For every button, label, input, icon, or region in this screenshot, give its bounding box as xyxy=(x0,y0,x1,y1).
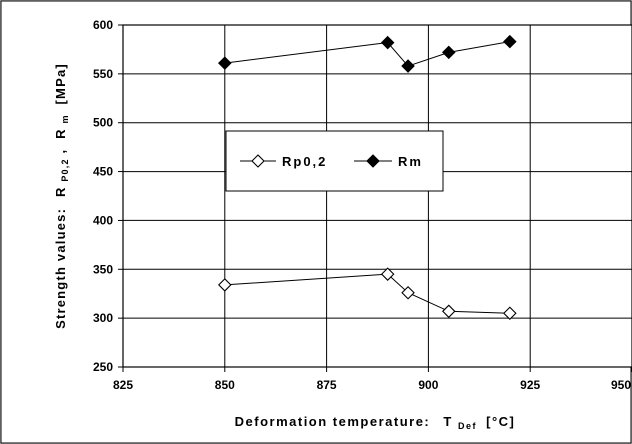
y-tick-labels: 250 300 350 400 450 500 550 600 xyxy=(93,18,123,374)
series-2 xyxy=(218,34,517,73)
data-point xyxy=(401,59,415,73)
y-axis-unit: [MPa] xyxy=(53,63,68,104)
x-tick-label: 950 xyxy=(611,378,631,392)
x-tick-label: 925 xyxy=(520,378,540,392)
y-tick-label: 350 xyxy=(93,262,113,276)
data-point xyxy=(401,285,415,300)
data-point xyxy=(503,34,517,49)
legend-label: Rm xyxy=(398,154,423,169)
data-point xyxy=(380,35,395,50)
y-tick-label: 450 xyxy=(93,165,113,179)
data-point xyxy=(218,56,232,70)
data-point xyxy=(380,267,395,281)
data-point xyxy=(441,45,456,60)
y-tick-label: 400 xyxy=(93,213,113,227)
series-1 xyxy=(218,267,517,321)
legend-marker xyxy=(251,154,265,168)
data-point xyxy=(503,306,517,321)
legend-items: Rp0,2 Rm xyxy=(240,154,423,169)
x-axis-title: Deformation temperature: T Def [°C] xyxy=(235,414,516,432)
legend: Rp0,2 Rm xyxy=(225,130,444,192)
y-axis-separator: , xyxy=(53,149,68,154)
series xyxy=(218,34,517,321)
legend-label: Rp0,2 xyxy=(282,154,327,169)
y-tick-label: 500 xyxy=(93,116,113,130)
x-tick-label: 900 xyxy=(418,378,438,392)
y-axis-r1-subscript: P0,2 xyxy=(60,158,70,181)
x-tick-label: 825 xyxy=(113,378,133,392)
legend-entry: Rp0,2 xyxy=(240,154,327,169)
plot-area xyxy=(123,25,632,367)
y-axis-r2-subscript: m xyxy=(60,114,70,123)
y-tick-label: 550 xyxy=(93,67,113,81)
y-tick-label: 250 xyxy=(93,360,113,374)
legend-marker xyxy=(366,154,380,168)
x-tick-label: 875 xyxy=(317,378,337,392)
y-axis-r2: R xyxy=(53,128,68,139)
x-tick-labels: 825 850 875 900 925 950 xyxy=(113,367,632,392)
x-axis-label: Deformation temperature: xyxy=(235,414,431,429)
x-axis-unit: [°C] xyxy=(486,414,515,429)
y-axis-title: Strength values: R P0,2 , R m [MPa] xyxy=(53,63,71,329)
legend-entry: Rm xyxy=(354,154,423,169)
data-point xyxy=(218,278,232,292)
y-tick-label: 600 xyxy=(93,18,113,32)
x-tick-label: 850 xyxy=(215,378,235,392)
y-axis-label: Strength values: xyxy=(53,208,68,329)
data-point xyxy=(441,304,456,319)
plot-border xyxy=(122,24,632,368)
x-axis-symbol: T xyxy=(443,414,452,429)
y-axis-r1: R xyxy=(53,186,68,197)
y-tick-label: 300 xyxy=(93,311,113,325)
x-axis-subscript: Def xyxy=(458,421,477,431)
